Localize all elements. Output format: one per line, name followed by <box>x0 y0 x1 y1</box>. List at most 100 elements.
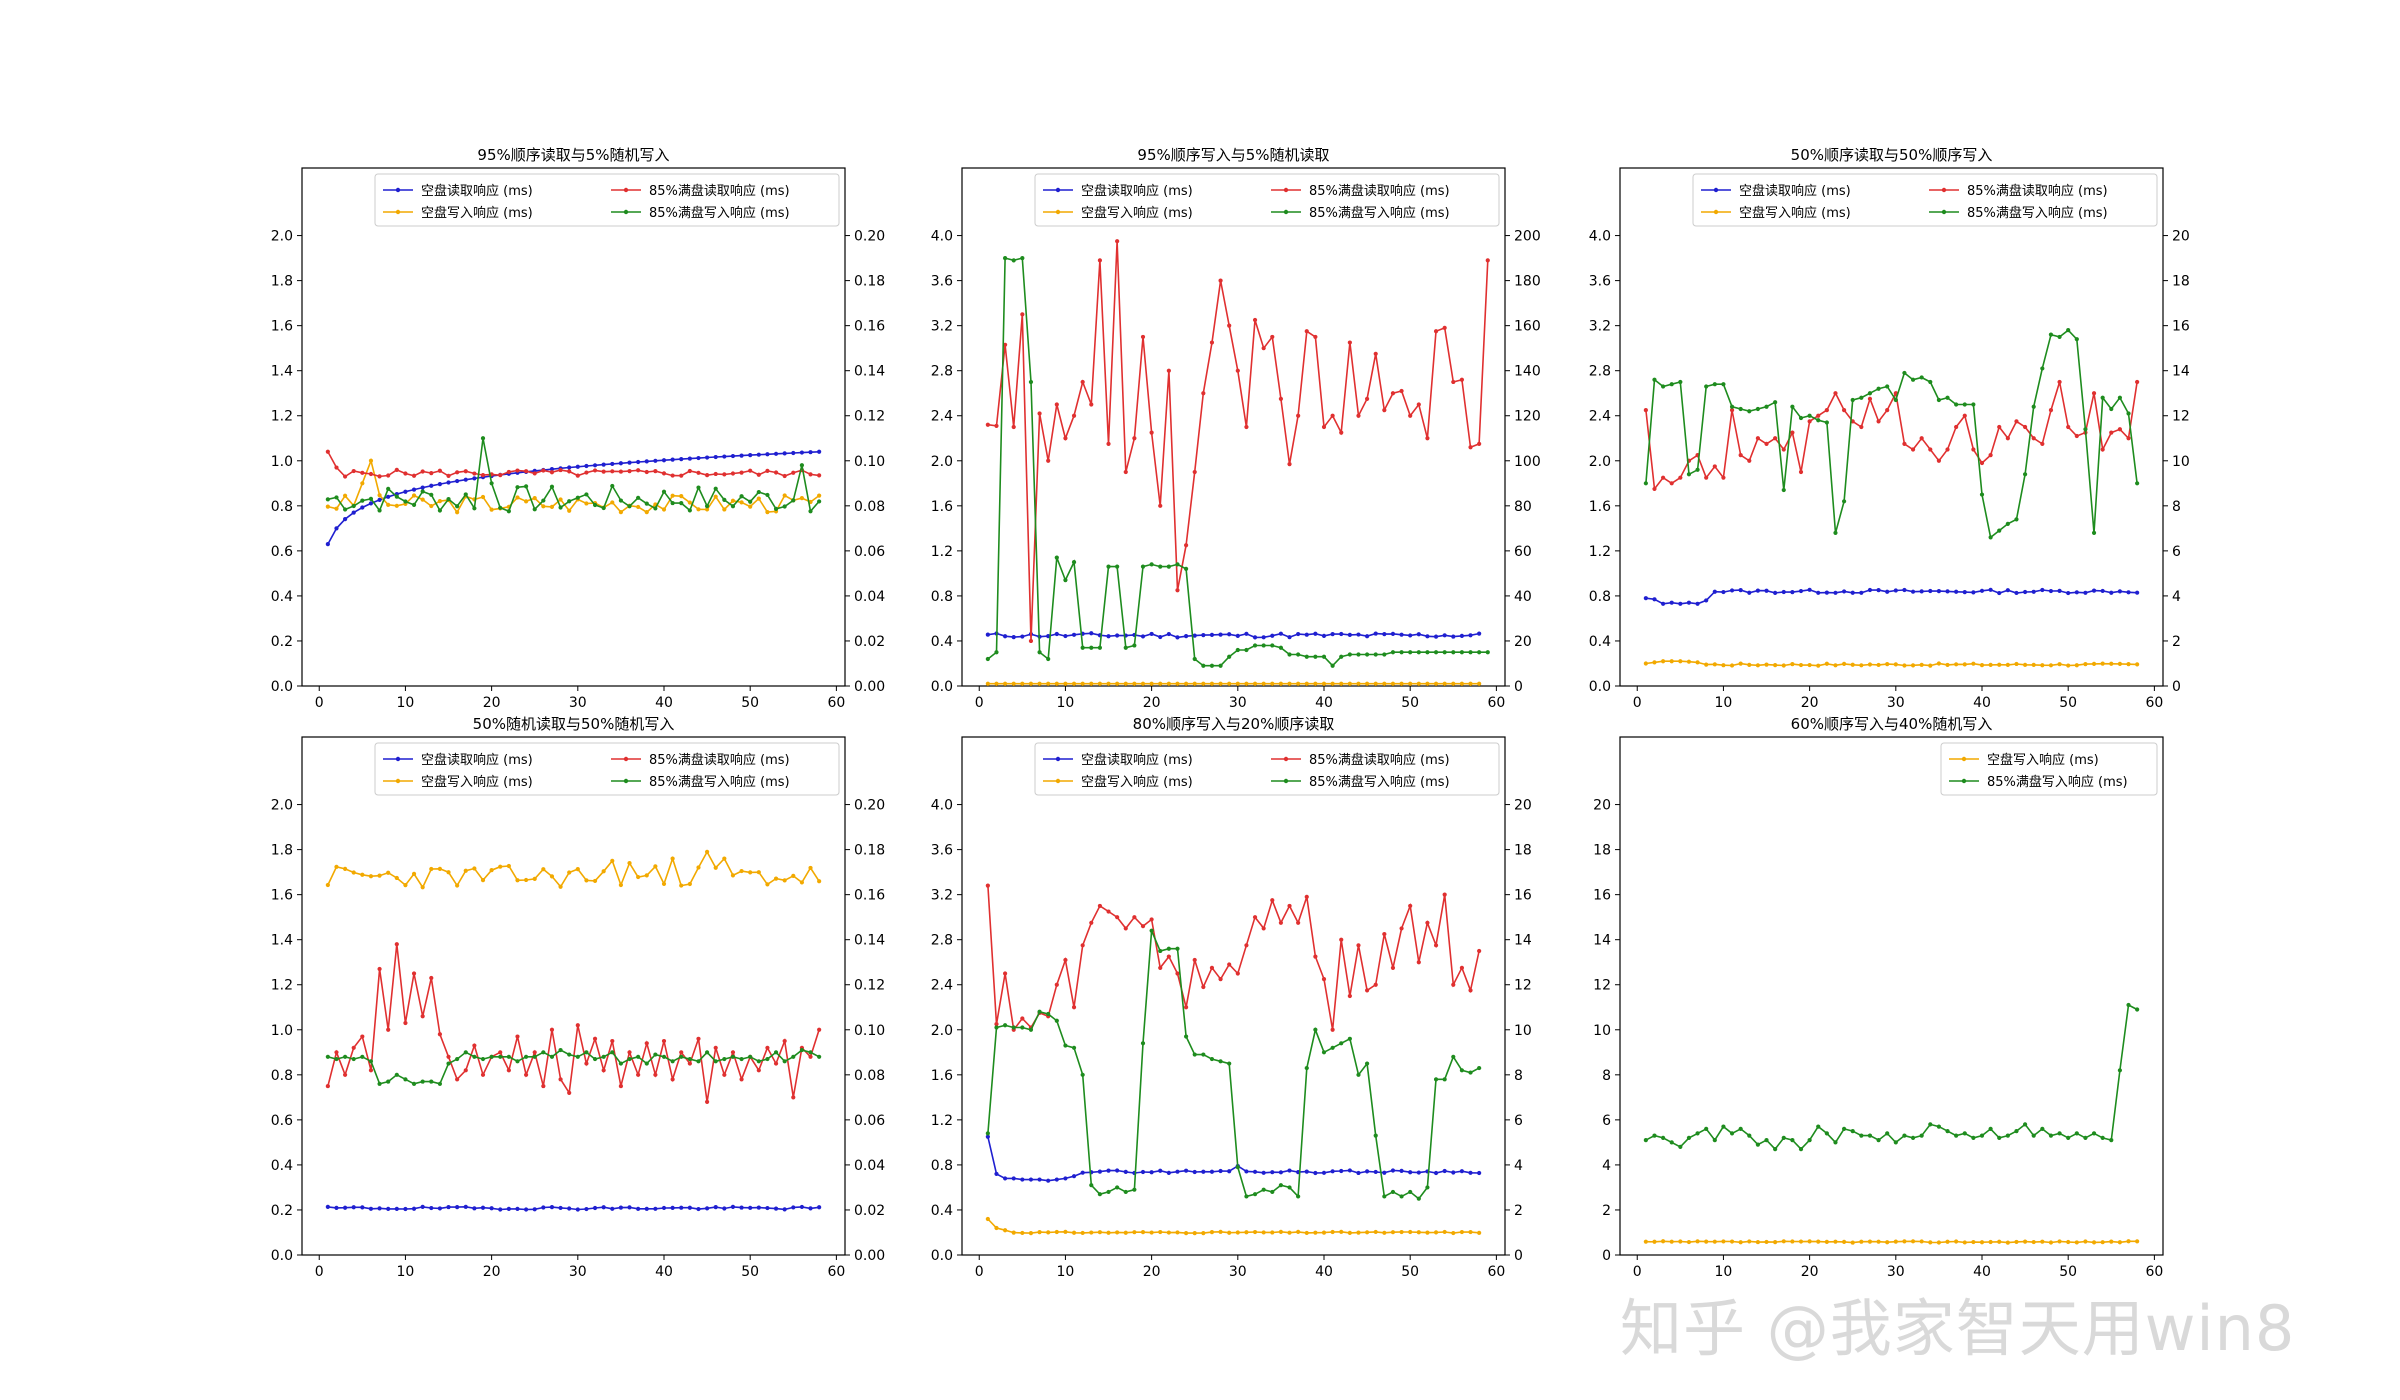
data-point <box>679 457 684 462</box>
data-point <box>644 1041 649 1046</box>
data-point <box>1054 631 1059 637</box>
data-point <box>1824 408 1829 413</box>
data-point <box>1928 379 1933 385</box>
data-point <box>351 503 356 509</box>
data-point <box>653 458 658 463</box>
data-point <box>1468 1170 1473 1175</box>
y2-tick-label: 10 <box>1593 1023 1611 1039</box>
data-point <box>696 455 701 461</box>
data-point <box>325 882 330 888</box>
data-point <box>687 881 692 887</box>
data-point <box>679 883 684 888</box>
data-point <box>1123 469 1128 475</box>
data-point <box>1132 1230 1137 1235</box>
data-point <box>1442 650 1447 655</box>
data-point <box>1183 634 1189 639</box>
chart-title: 80%顺序写入与20%顺序读取 <box>1133 715 1335 733</box>
data-point <box>791 498 796 503</box>
data-point <box>1902 1133 1907 1138</box>
data-point <box>446 473 451 478</box>
data-point <box>1902 663 1907 668</box>
data-point <box>1425 681 1430 686</box>
data-point <box>592 1205 598 1211</box>
data-point <box>446 1054 451 1059</box>
data-point <box>1755 1142 1761 1147</box>
data-point <box>1201 1231 1206 1236</box>
data-point <box>386 502 391 507</box>
data-point <box>506 1054 511 1059</box>
data-point <box>2048 588 2054 594</box>
data-point <box>994 681 999 686</box>
data-point <box>739 1205 744 1210</box>
data-point <box>1850 1129 1855 1134</box>
data-point <box>1954 424 1959 430</box>
data-point <box>1442 1229 1447 1235</box>
data-point <box>429 483 434 488</box>
data-point <box>2022 472 2028 477</box>
data-point <box>2005 662 2010 667</box>
y-tick-label: 1.6 <box>931 1068 953 1084</box>
data-point <box>1097 903 1103 909</box>
data-point <box>1304 681 1309 686</box>
data-point <box>1442 1168 1447 1174</box>
data-point <box>1382 1170 1387 1175</box>
data-point <box>1971 590 1976 595</box>
legend-marker <box>1055 209 1061 215</box>
data-point <box>2100 588 2105 594</box>
data-point <box>489 868 494 873</box>
data-point <box>1660 384 1666 389</box>
data-point <box>1790 662 1795 667</box>
y-tick-label: 2.8 <box>931 933 953 949</box>
data-point <box>1115 239 1120 244</box>
data-point <box>1798 1239 1804 1244</box>
data-point <box>446 1061 451 1066</box>
data-point <box>1910 377 1916 382</box>
data-point <box>2109 430 2114 435</box>
data-point <box>1669 600 1674 605</box>
data-point <box>756 452 761 457</box>
data-point <box>1468 1070 1473 1075</box>
data-point <box>679 494 684 499</box>
data-point <box>325 1054 330 1059</box>
data-point <box>2014 517 2019 522</box>
data-point <box>1885 1240 1890 1245</box>
y-tick-label: 2.4 <box>931 409 953 425</box>
data-point <box>446 497 451 502</box>
data-point <box>791 1205 796 1210</box>
data-point <box>1347 1036 1352 1041</box>
legend-marker <box>1283 209 1289 215</box>
data-point <box>1755 588 1761 593</box>
data-point <box>1356 632 1361 637</box>
x-tick-label: 10 <box>397 1264 415 1280</box>
data-point <box>2014 661 2019 667</box>
chart-title: 50%顺序读取与50%顺序写入 <box>1791 146 1993 164</box>
data-point <box>1115 564 1120 569</box>
data-point <box>1433 650 1439 655</box>
data-point <box>1928 1240 1933 1245</box>
y-tick-label: 2.4 <box>931 978 953 994</box>
data-point <box>1833 1140 1838 1145</box>
legend-box <box>1940 742 2158 796</box>
data-point <box>420 885 425 890</box>
data-point <box>1106 909 1111 914</box>
data-point <box>1175 971 1180 976</box>
data-point <box>1037 1009 1042 1014</box>
data-point <box>592 468 598 473</box>
data-point <box>1425 634 1430 639</box>
y2-tick-label: 100 <box>1514 454 1541 470</box>
data-point <box>1261 643 1266 648</box>
data-point <box>1442 325 1447 331</box>
data-point <box>1712 382 1717 387</box>
data-point <box>1399 1168 1404 1173</box>
data-point <box>756 472 761 477</box>
data-point <box>377 873 382 878</box>
data-point <box>1459 633 1465 638</box>
data-point <box>799 450 805 455</box>
data-point <box>1287 1168 1292 1173</box>
y2-tick-label: 0.18 <box>854 274 885 290</box>
data-point <box>1296 413 1301 418</box>
data-point <box>1244 1169 1249 1174</box>
data-point <box>342 507 348 512</box>
data-point <box>817 879 822 884</box>
data-point <box>541 504 546 509</box>
